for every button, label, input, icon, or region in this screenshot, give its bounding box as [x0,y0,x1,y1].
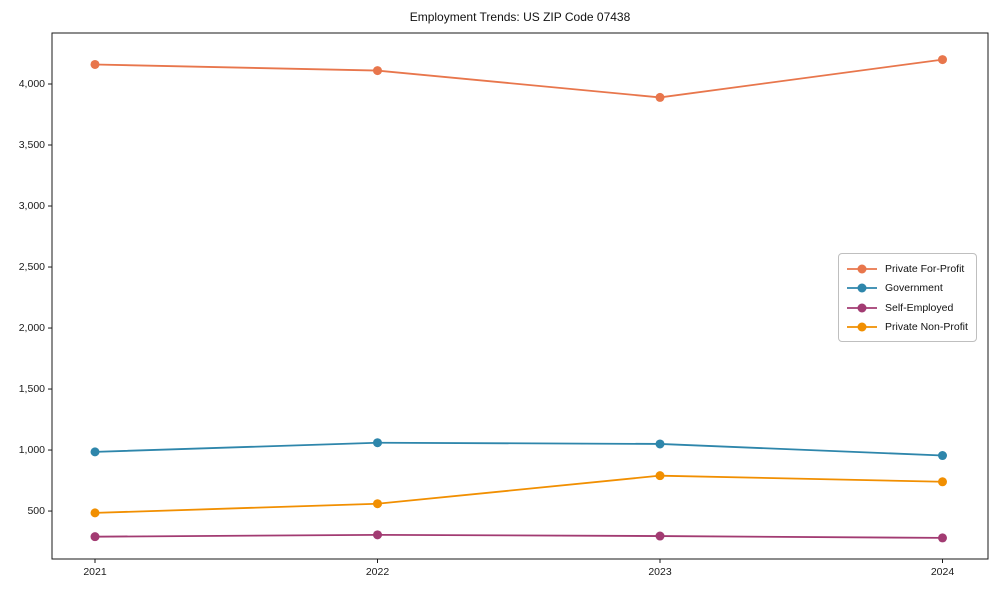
y-tick-label: 3,000 [19,200,45,212]
x-tick-label: 2024 [931,566,955,578]
data-point-private-for-profit [938,55,947,65]
legend-marker-icon [847,283,877,293]
data-point-self-employed [90,532,100,542]
data-point-self-employed [655,531,665,541]
data-point-government [90,447,100,457]
legend-label: Private For-Profit [885,262,965,275]
y-tick-label: 1,000 [19,444,45,456]
legend-marker-icon [847,264,877,274]
legend-item-private-non-profit: Private Non-Profit [845,318,970,338]
y-tick-label: 500 [27,505,45,517]
plot-border [51,32,989,560]
legend-item-self-employed: Self-Employed [845,298,970,318]
series-line-private-for-profit [94,58,944,99]
chart-title: Employment Trends: US ZIP Code 07438 [409,10,631,24]
y-tick-label: 4,000 [19,78,45,90]
data-point-government [373,438,382,448]
x-tick-label: 2021 [83,566,107,578]
data-point-private-for-profit [90,59,100,69]
data-point-private-for-profit [655,92,665,102]
legend-label: Self-Employed [885,301,954,314]
series-line-private-non-profit [94,474,944,514]
series-line-government [94,441,944,457]
y-tick-label: 2,500 [19,261,45,273]
data-point-private-for-profit [373,66,382,76]
legend-marker-icon [847,303,877,313]
data-point-self-employed [373,530,382,540]
x-tick-label: 2022 [366,566,390,578]
legend-marker-icon [847,322,877,332]
y-tick-label: 1,500 [19,383,45,395]
y-tick-label: 2,000 [19,322,45,334]
data-point-government [655,439,665,449]
legend-item-government: Government [845,279,970,299]
series-line-self-employed [94,533,944,539]
legend-label: Government [885,282,943,295]
x-tick-label: 2023 [648,566,672,578]
legend: Private For-Profit Government Self-Employe… [838,253,977,342]
legend-item-private-for-profit: Private For-Profit [845,259,970,279]
data-point-private-non-profit [938,477,947,487]
data-point-private-non-profit [90,508,100,518]
data-point-private-non-profit [373,499,382,509]
data-point-private-non-profit [655,471,665,481]
data-point-self-employed [938,533,947,543]
y-tick-label: 3,500 [19,139,45,151]
data-point-government [938,451,947,461]
legend-label: Private Non-Profit [885,321,968,334]
